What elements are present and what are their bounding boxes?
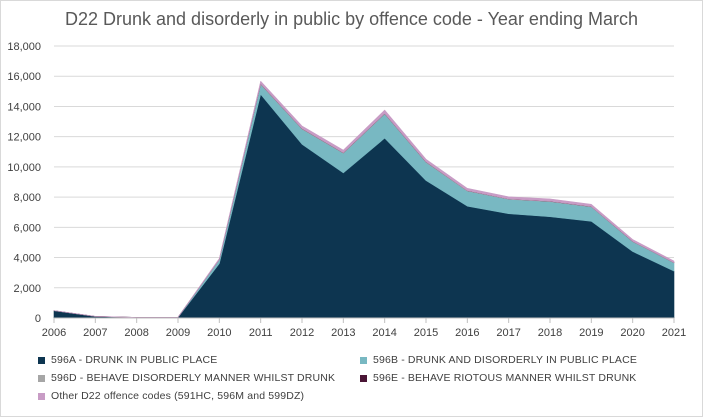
- legend-item-596b: 596B - DRUNK AND DISORDERLY IN PUBLIC PL…: [360, 354, 637, 366]
- legend-swatch-596d: [38, 374, 45, 382]
- x-tick-label: 2011: [249, 327, 273, 339]
- x-tick-label: 2017: [496, 327, 520, 339]
- series-area-4: [53, 80, 675, 318]
- legend-item-596d: 596D - BEHAVE DISORDERLY MANNER WHILST D…: [38, 372, 335, 384]
- legend-swatch-596a: [38, 356, 45, 364]
- y-tick-label: 8,000: [13, 192, 41, 204]
- x-tick-label: 2012: [290, 327, 314, 339]
- legend-label-596d: 596D - BEHAVE DISORDERLY MANNER WHILST D…: [51, 372, 336, 384]
- legend-swatch-596b: [360, 356, 367, 364]
- x-tick-label: 2021: [662, 327, 686, 339]
- legend-label-596e: 596E - BEHAVE RIOTOUS MANNER WHILST DRUN…: [373, 372, 637, 384]
- x-tick-label: 2006: [42, 327, 66, 339]
- legend-swatch-596e: [360, 374, 367, 382]
- chart-title: D22 Drunk and disorderly in public by of…: [64, 9, 638, 29]
- legend-item-596e: 596E - BEHAVE RIOTOUS MANNER WHILST DRUN…: [360, 372, 636, 384]
- y-tick-label: 10,000: [7, 162, 41, 174]
- y-tick-label: 16,000: [7, 71, 41, 83]
- legend-label-other: Other D22 offence codes (591HC, 596M and…: [51, 390, 305, 402]
- y-tick-label: 4,000: [13, 253, 41, 265]
- legend-item-596a: 596A - DRUNK IN PUBLIC PLACE: [38, 354, 217, 366]
- x-tick-label: 2010: [207, 327, 231, 339]
- y-tick-label: 12,000: [7, 132, 41, 144]
- y-tick-label: 14,000: [7, 101, 41, 113]
- x-tick-label: 2020: [620, 327, 644, 339]
- x-tick-label: 2009: [166, 327, 190, 339]
- legend-item-other: Other D22 offence codes (591HC, 596M and…: [38, 390, 304, 402]
- x-tick-label: 2014: [372, 327, 396, 339]
- legend-swatch-other: [38, 392, 45, 400]
- x-tick-label: 2018: [538, 327, 562, 339]
- legend-label-596a: 596A - DRUNK IN PUBLIC PLACE: [51, 354, 218, 366]
- y-tick-label: 0: [35, 313, 41, 325]
- x-tick-label: 2016: [455, 327, 479, 339]
- y-tick-label: 2,000: [13, 283, 41, 295]
- axes: 0 2,000 4,000 6,000 8,000 10,000 12,000 14,000 1…: [7, 41, 686, 339]
- x-tick-label: 2015: [414, 327, 438, 339]
- y-tick-label: 18,000: [7, 41, 41, 53]
- legend-label-596b: 596B - DRUNK AND DISORDERLY IN PUBLIC PL…: [373, 354, 637, 366]
- x-tick-label: 2013: [331, 327, 355, 339]
- x-tick-label: 2007: [83, 327, 107, 339]
- y-tick-label: 6,000: [13, 222, 41, 234]
- x-tick-label: 2008: [124, 327, 148, 339]
- x-tick-label: 2019: [579, 327, 603, 339]
- stacked-areas: [53, 80, 675, 319]
